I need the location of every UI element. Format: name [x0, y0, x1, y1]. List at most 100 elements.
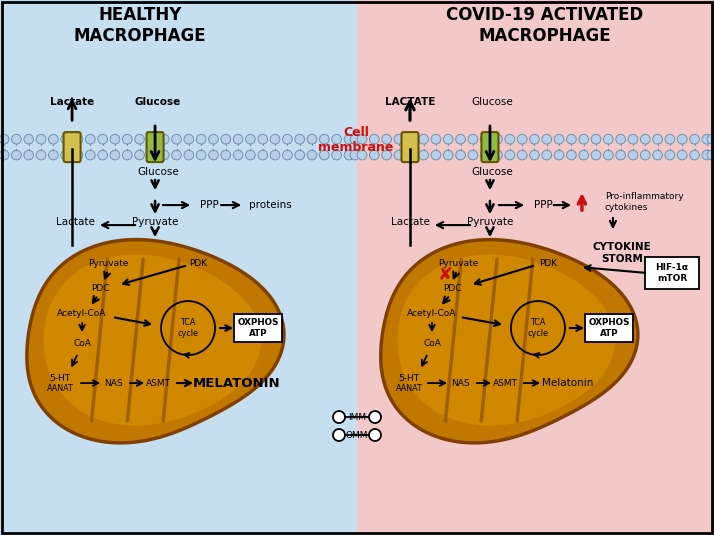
Circle shape [221, 134, 231, 144]
Circle shape [283, 150, 292, 160]
Circle shape [110, 150, 120, 160]
Circle shape [628, 134, 638, 144]
Circle shape [122, 134, 132, 144]
Circle shape [505, 134, 515, 144]
Circle shape [350, 134, 360, 144]
Text: NAS: NAS [104, 379, 122, 387]
Text: Glucose: Glucose [135, 97, 181, 107]
Text: TCA
cycle: TCA cycle [178, 318, 198, 338]
Circle shape [171, 134, 181, 144]
Circle shape [493, 134, 503, 144]
Circle shape [283, 134, 292, 144]
Circle shape [431, 134, 441, 144]
Circle shape [357, 150, 367, 160]
Circle shape [344, 134, 354, 144]
Circle shape [159, 150, 169, 160]
Text: CoA: CoA [423, 339, 441, 348]
Text: Acetyl-CoA: Acetyl-CoA [57, 309, 107, 318]
Circle shape [443, 134, 453, 144]
Circle shape [147, 134, 157, 144]
Text: Melatonin: Melatonin [542, 378, 593, 388]
Circle shape [333, 411, 345, 423]
Text: OXPHOS
ATP: OXPHOS ATP [588, 318, 630, 338]
Circle shape [382, 150, 391, 160]
Text: HEALTHY
MACROPHAGE: HEALTHY MACROPHAGE [74, 6, 206, 44]
Text: 5-HT: 5-HT [398, 373, 420, 383]
Text: PDK: PDK [189, 258, 207, 268]
Circle shape [0, 150, 9, 160]
Circle shape [11, 134, 21, 144]
Circle shape [517, 134, 527, 144]
Circle shape [98, 150, 108, 160]
Circle shape [61, 134, 71, 144]
Circle shape [406, 134, 416, 144]
Circle shape [49, 150, 59, 160]
Circle shape [98, 134, 108, 144]
Circle shape [61, 150, 71, 160]
Circle shape [246, 134, 256, 144]
Circle shape [357, 134, 367, 144]
Circle shape [481, 150, 490, 160]
Circle shape [702, 150, 712, 160]
Text: TCA
cycle: TCA cycle [528, 318, 548, 338]
Polygon shape [44, 255, 261, 426]
Text: AANAT: AANAT [46, 384, 74, 393]
Text: ✘: ✘ [438, 266, 453, 284]
Circle shape [36, 134, 46, 144]
Circle shape [394, 134, 404, 144]
FancyBboxPatch shape [585, 314, 633, 342]
Circle shape [530, 150, 539, 160]
Text: Pyruvate: Pyruvate [132, 217, 178, 227]
Circle shape [443, 150, 453, 160]
Circle shape [653, 150, 663, 160]
Text: ASMT: ASMT [493, 379, 518, 387]
Text: Glucose: Glucose [471, 167, 513, 177]
Circle shape [707, 150, 714, 160]
Text: Cell
membrane: Cell membrane [318, 126, 393, 154]
Circle shape [591, 150, 601, 160]
Circle shape [406, 150, 416, 160]
Circle shape [196, 134, 206, 144]
FancyBboxPatch shape [234, 314, 282, 342]
Circle shape [468, 134, 478, 144]
Text: Lactate: Lactate [50, 97, 94, 107]
Text: Pro-inflammatory
cytokines: Pro-inflammatory cytokines [605, 193, 683, 212]
Polygon shape [27, 240, 284, 443]
Text: Pyruvate: Pyruvate [467, 217, 513, 227]
Circle shape [603, 150, 613, 160]
Circle shape [307, 134, 317, 144]
Circle shape [566, 134, 576, 144]
Circle shape [0, 134, 9, 144]
Text: PDC: PDC [443, 284, 461, 293]
Circle shape [73, 150, 83, 160]
Text: CoA: CoA [73, 339, 91, 348]
Circle shape [418, 150, 428, 160]
Text: PPP: PPP [200, 200, 218, 210]
Circle shape [110, 134, 120, 144]
Circle shape [702, 134, 712, 144]
Circle shape [147, 150, 157, 160]
Circle shape [86, 150, 95, 160]
Circle shape [332, 150, 341, 160]
Circle shape [640, 134, 650, 144]
Circle shape [159, 134, 169, 144]
Circle shape [481, 134, 490, 144]
Text: OMM: OMM [346, 431, 368, 440]
Circle shape [369, 134, 379, 144]
Circle shape [542, 150, 552, 160]
Text: NAS: NAS [451, 379, 469, 387]
Text: CYTOKINE
STORM: CYTOKINE STORM [593, 242, 651, 264]
Circle shape [579, 134, 588, 144]
Circle shape [135, 134, 144, 144]
Circle shape [517, 150, 527, 160]
Circle shape [221, 150, 231, 160]
Circle shape [208, 150, 218, 160]
Circle shape [344, 150, 354, 160]
Circle shape [258, 134, 268, 144]
FancyBboxPatch shape [401, 132, 418, 162]
Circle shape [184, 134, 193, 144]
Circle shape [36, 150, 46, 160]
Circle shape [233, 134, 243, 144]
Circle shape [665, 150, 675, 160]
Circle shape [196, 150, 206, 160]
